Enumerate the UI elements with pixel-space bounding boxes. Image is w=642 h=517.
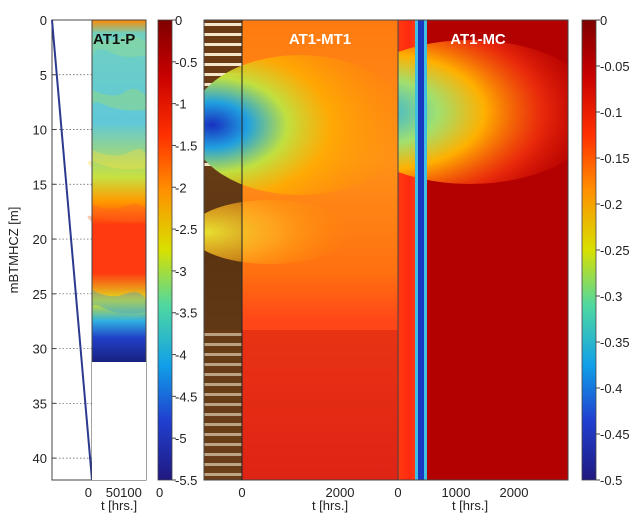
y-axis-label: mBTMHCZ [m] [6,207,21,294]
colorbar-tick-label: -4 [175,348,187,363]
at1-mt1-anomaly-upper [204,55,398,195]
colorbar-tick-label: -0.5 [600,473,622,488]
at1-mc-injection-line [418,20,424,480]
at1-mc-frame [397,19,569,481]
y-tick-label: 30 [33,342,47,357]
y-tick-label: 15 [33,177,47,192]
depth-tick-labels: 0 5 10 15 20 25 30 35 40 [33,13,56,466]
colorbar-tick-label: 0 [175,13,182,28]
x-tick-label: 100 [120,485,142,500]
at1-mt1-x-tick-labels: 0 2000 [238,485,354,500]
y-tick-label: 40 [33,451,47,466]
colorbar-right-ticks: 0 -0.05 -0.1 -0.15 -0.2 -0.25 -0.3 -0.35 -0.4 -0.… [596,13,630,488]
at1-p-heatmap [92,20,146,362]
at1-mc-panel: AT1-MC 0 1000 2000 t [hrs.] [394,19,569,513]
colorbar-right-bar [581,19,597,481]
at1-p-xlabel: t [hrs.] [101,498,137,513]
x-tick-label: 50 [106,485,120,500]
colorbar-tick-label: -2 [175,180,187,195]
colorbar-left: 0 -0.5 -1 -1.5 -2 -2.5 -3 -3.5 -4 -4.5 -5 -5.5 0 [156,13,197,500]
colorbar-tick-label: -0.05 [600,59,630,74]
y-tick-label: 5 [40,68,47,83]
colorbar-left-bar [157,19,173,481]
colorbar-tick-label: -5 [175,431,187,446]
at1-mt1-panel: AT1-MT1 0 2000 t [hrs.] [203,19,399,513]
y-tick-label: 25 [33,287,47,302]
x-tick-label: 0 [85,485,92,500]
colorbar-tick-label: -3.5 [175,306,197,321]
x-tick-label: 1000 [442,485,471,500]
colorbar-left-ticks: 0 -0.5 -1 -1.5 -2 -2.5 -3 -3.5 -4 -4.5 -5 -5.5 [172,13,197,488]
at1-mt1-title: AT1-MT1 [289,31,351,48]
x-tick-label: 2000 [326,485,355,500]
colorbar-tick-label: -0.15 [600,151,630,166]
colorbar-tick-label: -1.5 [175,138,197,153]
at1-mc-title: AT1-MC [450,31,506,48]
y-tick-label: 35 [33,396,47,411]
colorbar-tick-label: -0.25 [600,243,630,258]
colorbar-tick-label: -1 [175,97,187,112]
at1-p-x-tick-labels: 0 50 100 [85,485,142,500]
at1-p-panel: AT1-P 0 50 100 t [hrs.] [85,19,147,513]
at1-mc-xlabel: t [hrs.] [452,498,488,513]
colorbar-tick-label: -2.5 [175,222,197,237]
colorbar-tick-label: 0 [600,13,607,28]
colorbar-tick-label: -4.5 [175,389,197,404]
at1-mt1-xlabel: t [hrs.] [312,498,348,513]
x-tick-label: 0 [394,485,401,500]
at1-mc-x-tick-labels: 0 1000 2000 [394,485,528,500]
at1-p-texture [87,35,146,314]
at1-p-title: AT1-P [93,31,135,48]
colorbar-tick-label: -5.5 [175,473,197,488]
colorbar-tick-label: -0.5 [175,55,197,70]
colorbar-tick-label: -0.3 [600,289,622,304]
at1-mt1-anomaly-lower [204,200,350,264]
colorbar-tick-label: -0.35 [600,335,630,350]
trajectory-panel: 0 5 10 15 20 25 30 35 40 mBTMHCZ [m] [6,13,93,481]
colorbar-tick-label: -0.45 [600,427,630,442]
y-tick-label: 20 [33,232,47,247]
x-tick-label: 2000 [500,485,529,500]
colorbar-left-bottom-label: 0 [156,485,163,500]
colorbar-tick-label: -3 [175,264,187,279]
colorbar-right: 0 -0.05 -0.1 -0.15 -0.2 -0.25 -0.3 -0.35 -0.4 -0.… [581,13,630,488]
y-tick-label: 10 [33,123,47,138]
at1-mc-anomaly [398,40,568,184]
trajectory-series [51,19,93,481]
colorbar-tick-label: -0.4 [600,381,622,396]
y-tick-label: 0 [40,13,47,28]
colorbar-tick-label: -0.1 [600,105,622,120]
trajectory-line [51,19,93,481]
x-tick-label: 0 [238,485,245,500]
colorbar-tick-label: -0.2 [600,197,622,212]
